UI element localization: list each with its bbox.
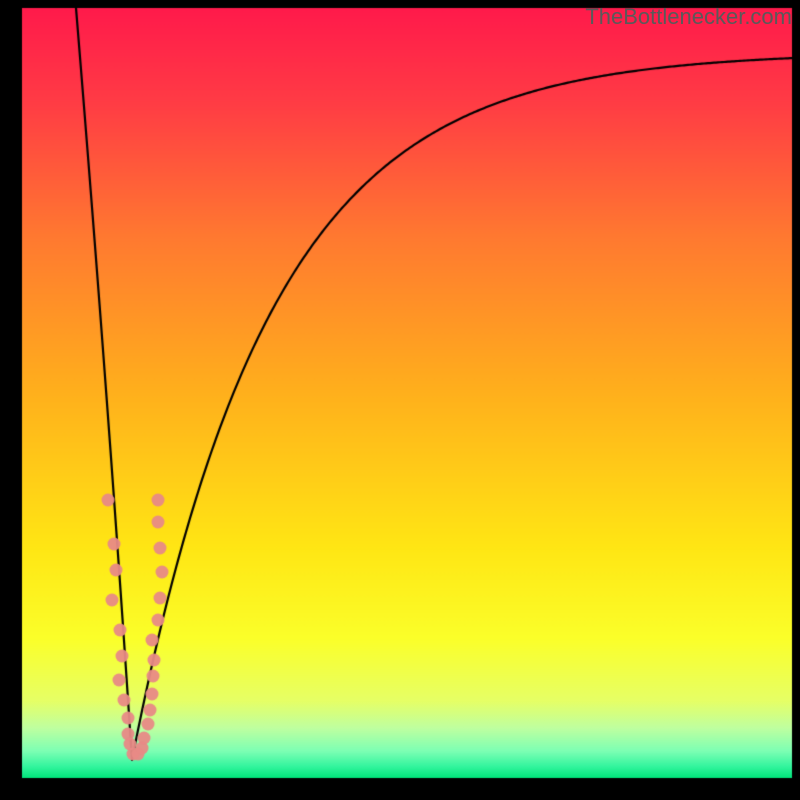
chart-root: TheBottlenecker.com bbox=[0, 0, 800, 800]
bottleneck-chart-canvas bbox=[0, 0, 800, 800]
